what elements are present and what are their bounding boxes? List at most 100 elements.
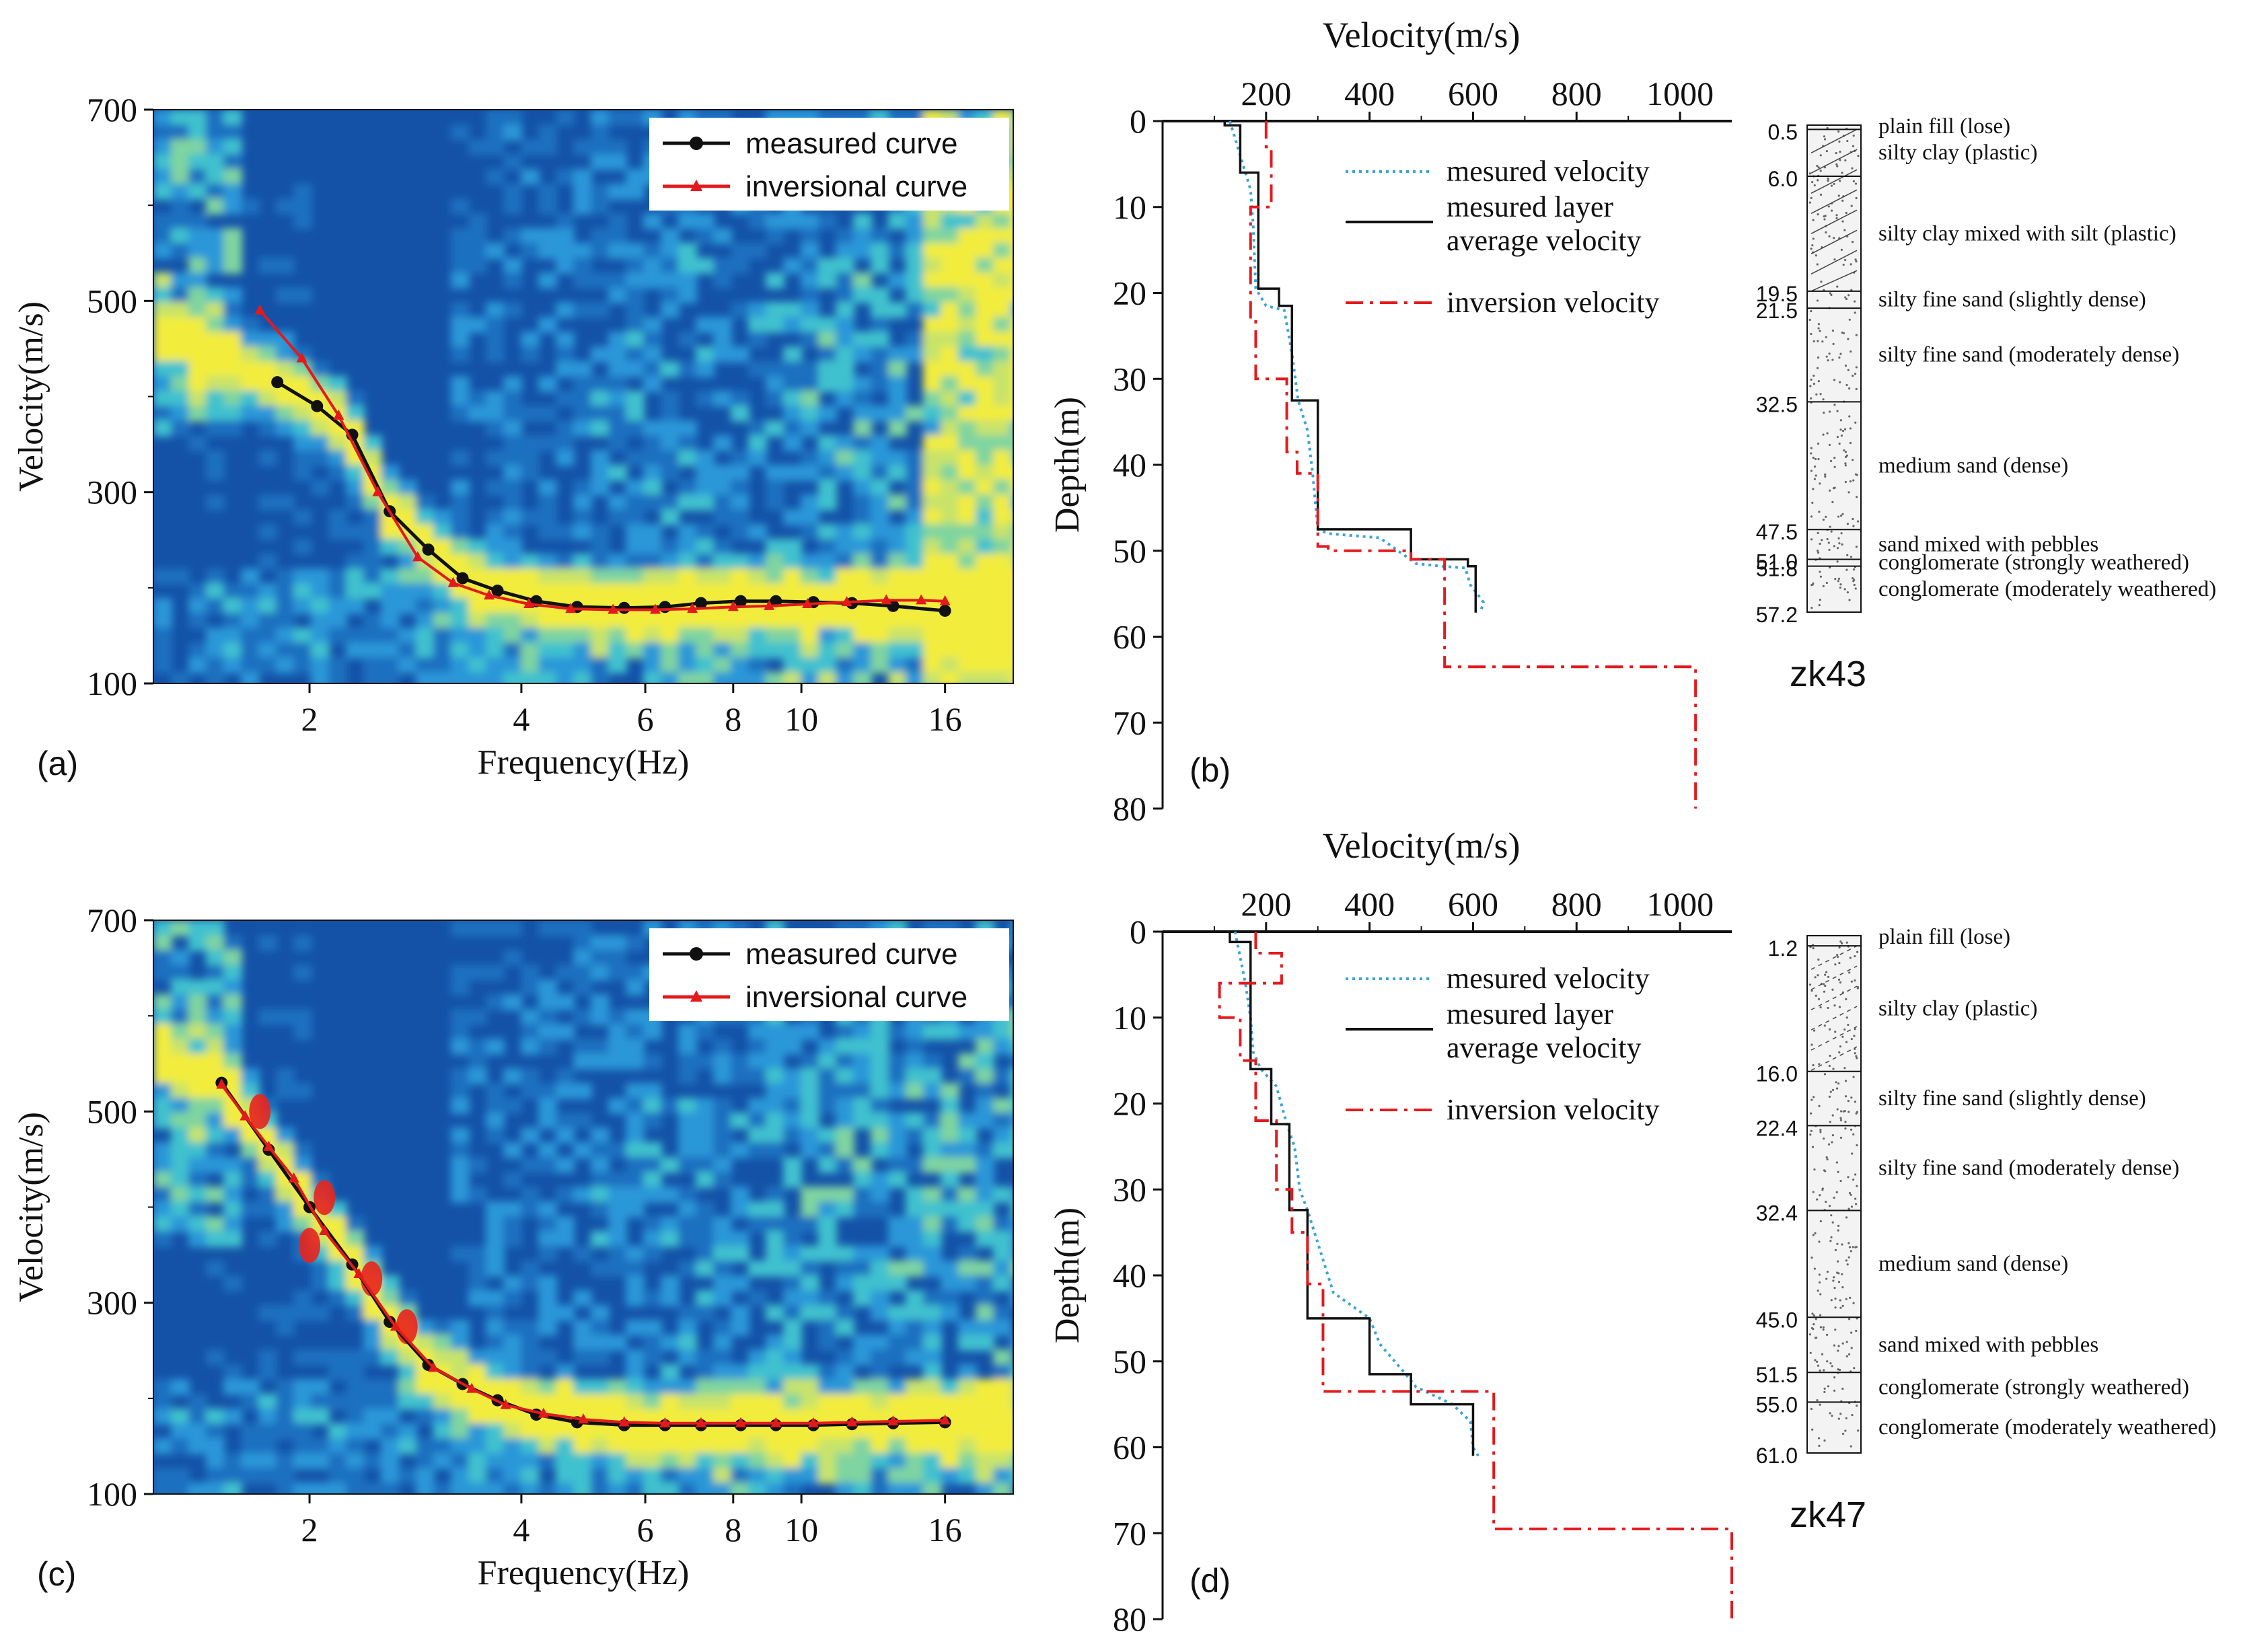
heatmap-cell bbox=[276, 1394, 295, 1410]
heatmap-cell bbox=[363, 539, 382, 555]
heatmap-cell bbox=[766, 480, 784, 496]
heatmap-cell bbox=[766, 1201, 784, 1218]
borehole-texture bbox=[1848, 599, 1851, 601]
heatmap-cell bbox=[766, 228, 784, 244]
borehole-texture bbox=[1847, 1099, 1850, 1103]
heatmap-cell bbox=[801, 1127, 819, 1144]
heatmap-cell bbox=[293, 1157, 312, 1173]
heatmap-cell bbox=[538, 198, 557, 215]
heatmap-cell bbox=[888, 1320, 907, 1336]
borehole-texture bbox=[1808, 1333, 1811, 1336]
heatmap-cell bbox=[731, 1438, 749, 1454]
heatmap-cell bbox=[556, 1394, 575, 1410]
borehole-texture bbox=[1848, 294, 1850, 297]
data-point bbox=[271, 376, 284, 389]
heatmap-cell bbox=[661, 435, 680, 451]
heatmap-cell bbox=[503, 1364, 522, 1380]
borehole-texture bbox=[1817, 998, 1821, 1000]
heatmap-cell bbox=[503, 950, 522, 966]
heatmap-cell bbox=[661, 672, 680, 683]
heatmap-cell bbox=[241, 317, 260, 333]
heatmap-cell bbox=[206, 346, 225, 363]
heatmap-cell bbox=[188, 184, 207, 200]
heatmap-cell bbox=[538, 494, 557, 511]
heatmap-cell bbox=[731, 1379, 749, 1395]
heatmap-cell bbox=[591, 272, 610, 289]
layer-label: silty clay (plastic) bbox=[1878, 996, 2037, 1020]
heatmap-cell bbox=[398, 628, 417, 644]
heatmap-cell bbox=[713, 346, 732, 363]
heatmap-cell bbox=[696, 1483, 715, 1494]
heatmap-cell bbox=[958, 628, 977, 644]
heatmap-cell bbox=[188, 1394, 207, 1410]
data-point bbox=[333, 409, 344, 420]
heatmap-cell bbox=[276, 1083, 295, 1099]
heatmap-cell bbox=[871, 1068, 889, 1084]
heatmap-cell bbox=[346, 1216, 365, 1232]
data-point bbox=[254, 304, 266, 315]
heatmap-cell bbox=[958, 346, 977, 363]
heatmap-cell bbox=[538, 509, 557, 525]
heatmap-cell bbox=[731, 1187, 749, 1203]
depth-label: 51.8 bbox=[1756, 557, 1798, 581]
heatmap-cell bbox=[346, 628, 365, 644]
heatmap-cell bbox=[801, 213, 819, 229]
heatmap-cell bbox=[328, 1290, 347, 1306]
heatmap-cell bbox=[206, 420, 225, 437]
heatmap-cell bbox=[801, 317, 819, 333]
heatmap-cell bbox=[871, 346, 889, 363]
heatmap-cell bbox=[958, 1053, 977, 1070]
y-tick-label: 700 bbox=[87, 901, 137, 939]
heatmap-cell bbox=[171, 154, 190, 170]
heatmap-cell bbox=[696, 317, 715, 333]
heatmap-cell bbox=[801, 1083, 819, 1099]
heatmap-cell bbox=[293, 1483, 312, 1494]
borehole-texture bbox=[1817, 551, 1820, 554]
heatmap-cell bbox=[923, 435, 942, 451]
heatmap-cell bbox=[486, 317, 505, 333]
heatmap-cell bbox=[696, 672, 715, 683]
heatmap-cell bbox=[521, 1483, 540, 1494]
heatmap-cell bbox=[696, 1231, 715, 1247]
heatmap-cell bbox=[976, 568, 994, 585]
heatmap-cell bbox=[486, 1261, 505, 1277]
heatmap-cell bbox=[923, 1216, 942, 1232]
heatmap-cell bbox=[696, 1349, 715, 1366]
depth-label: 32.5 bbox=[1756, 392, 1798, 416]
heatmap-cell bbox=[958, 1068, 977, 1084]
borehole-texture bbox=[1846, 523, 1850, 525]
borehole-texture bbox=[1848, 1111, 1850, 1113]
heatmap-cell bbox=[713, 1053, 732, 1070]
heatmap-cell bbox=[1011, 406, 1013, 422]
borehole-texture bbox=[1837, 577, 1840, 580]
heatmap-cell bbox=[293, 1379, 312, 1395]
heatmap-cell bbox=[521, 346, 540, 363]
heatmap-cell bbox=[363, 613, 382, 629]
heatmap-cell bbox=[591, 1335, 610, 1351]
data-point bbox=[727, 601, 739, 611]
borehole-texture bbox=[1810, 397, 1813, 400]
heatmap-cell bbox=[766, 1438, 784, 1454]
heatmap-cell bbox=[941, 213, 959, 229]
heatmap-cell bbox=[573, 391, 592, 407]
heatmap-cell bbox=[206, 1231, 225, 1247]
borehole-texture bbox=[1816, 367, 1819, 369]
borehole-texture bbox=[1837, 1170, 1839, 1173]
heatmap-cell bbox=[941, 1127, 959, 1144]
borehole-texture bbox=[1827, 359, 1829, 362]
heatmap-cell bbox=[696, 568, 715, 585]
heatmap-cell bbox=[398, 494, 417, 511]
borehole-texture bbox=[1814, 1232, 1817, 1234]
heatmap-cell bbox=[923, 1142, 942, 1158]
heatmap-cell bbox=[258, 1009, 277, 1025]
borehole-texture bbox=[1829, 566, 1831, 569]
borehole-texture bbox=[1827, 542, 1830, 544]
heatmap-cell bbox=[976, 287, 994, 303]
heatmap-cell bbox=[643, 1113, 662, 1129]
heatmap-cell bbox=[941, 583, 959, 599]
heatmap-cell bbox=[643, 1216, 662, 1232]
heatmap-cell bbox=[206, 1409, 225, 1425]
heatmap-cell bbox=[941, 1305, 959, 1321]
heatmap-cell bbox=[818, 465, 837, 481]
heatmap-cell bbox=[888, 361, 907, 377]
